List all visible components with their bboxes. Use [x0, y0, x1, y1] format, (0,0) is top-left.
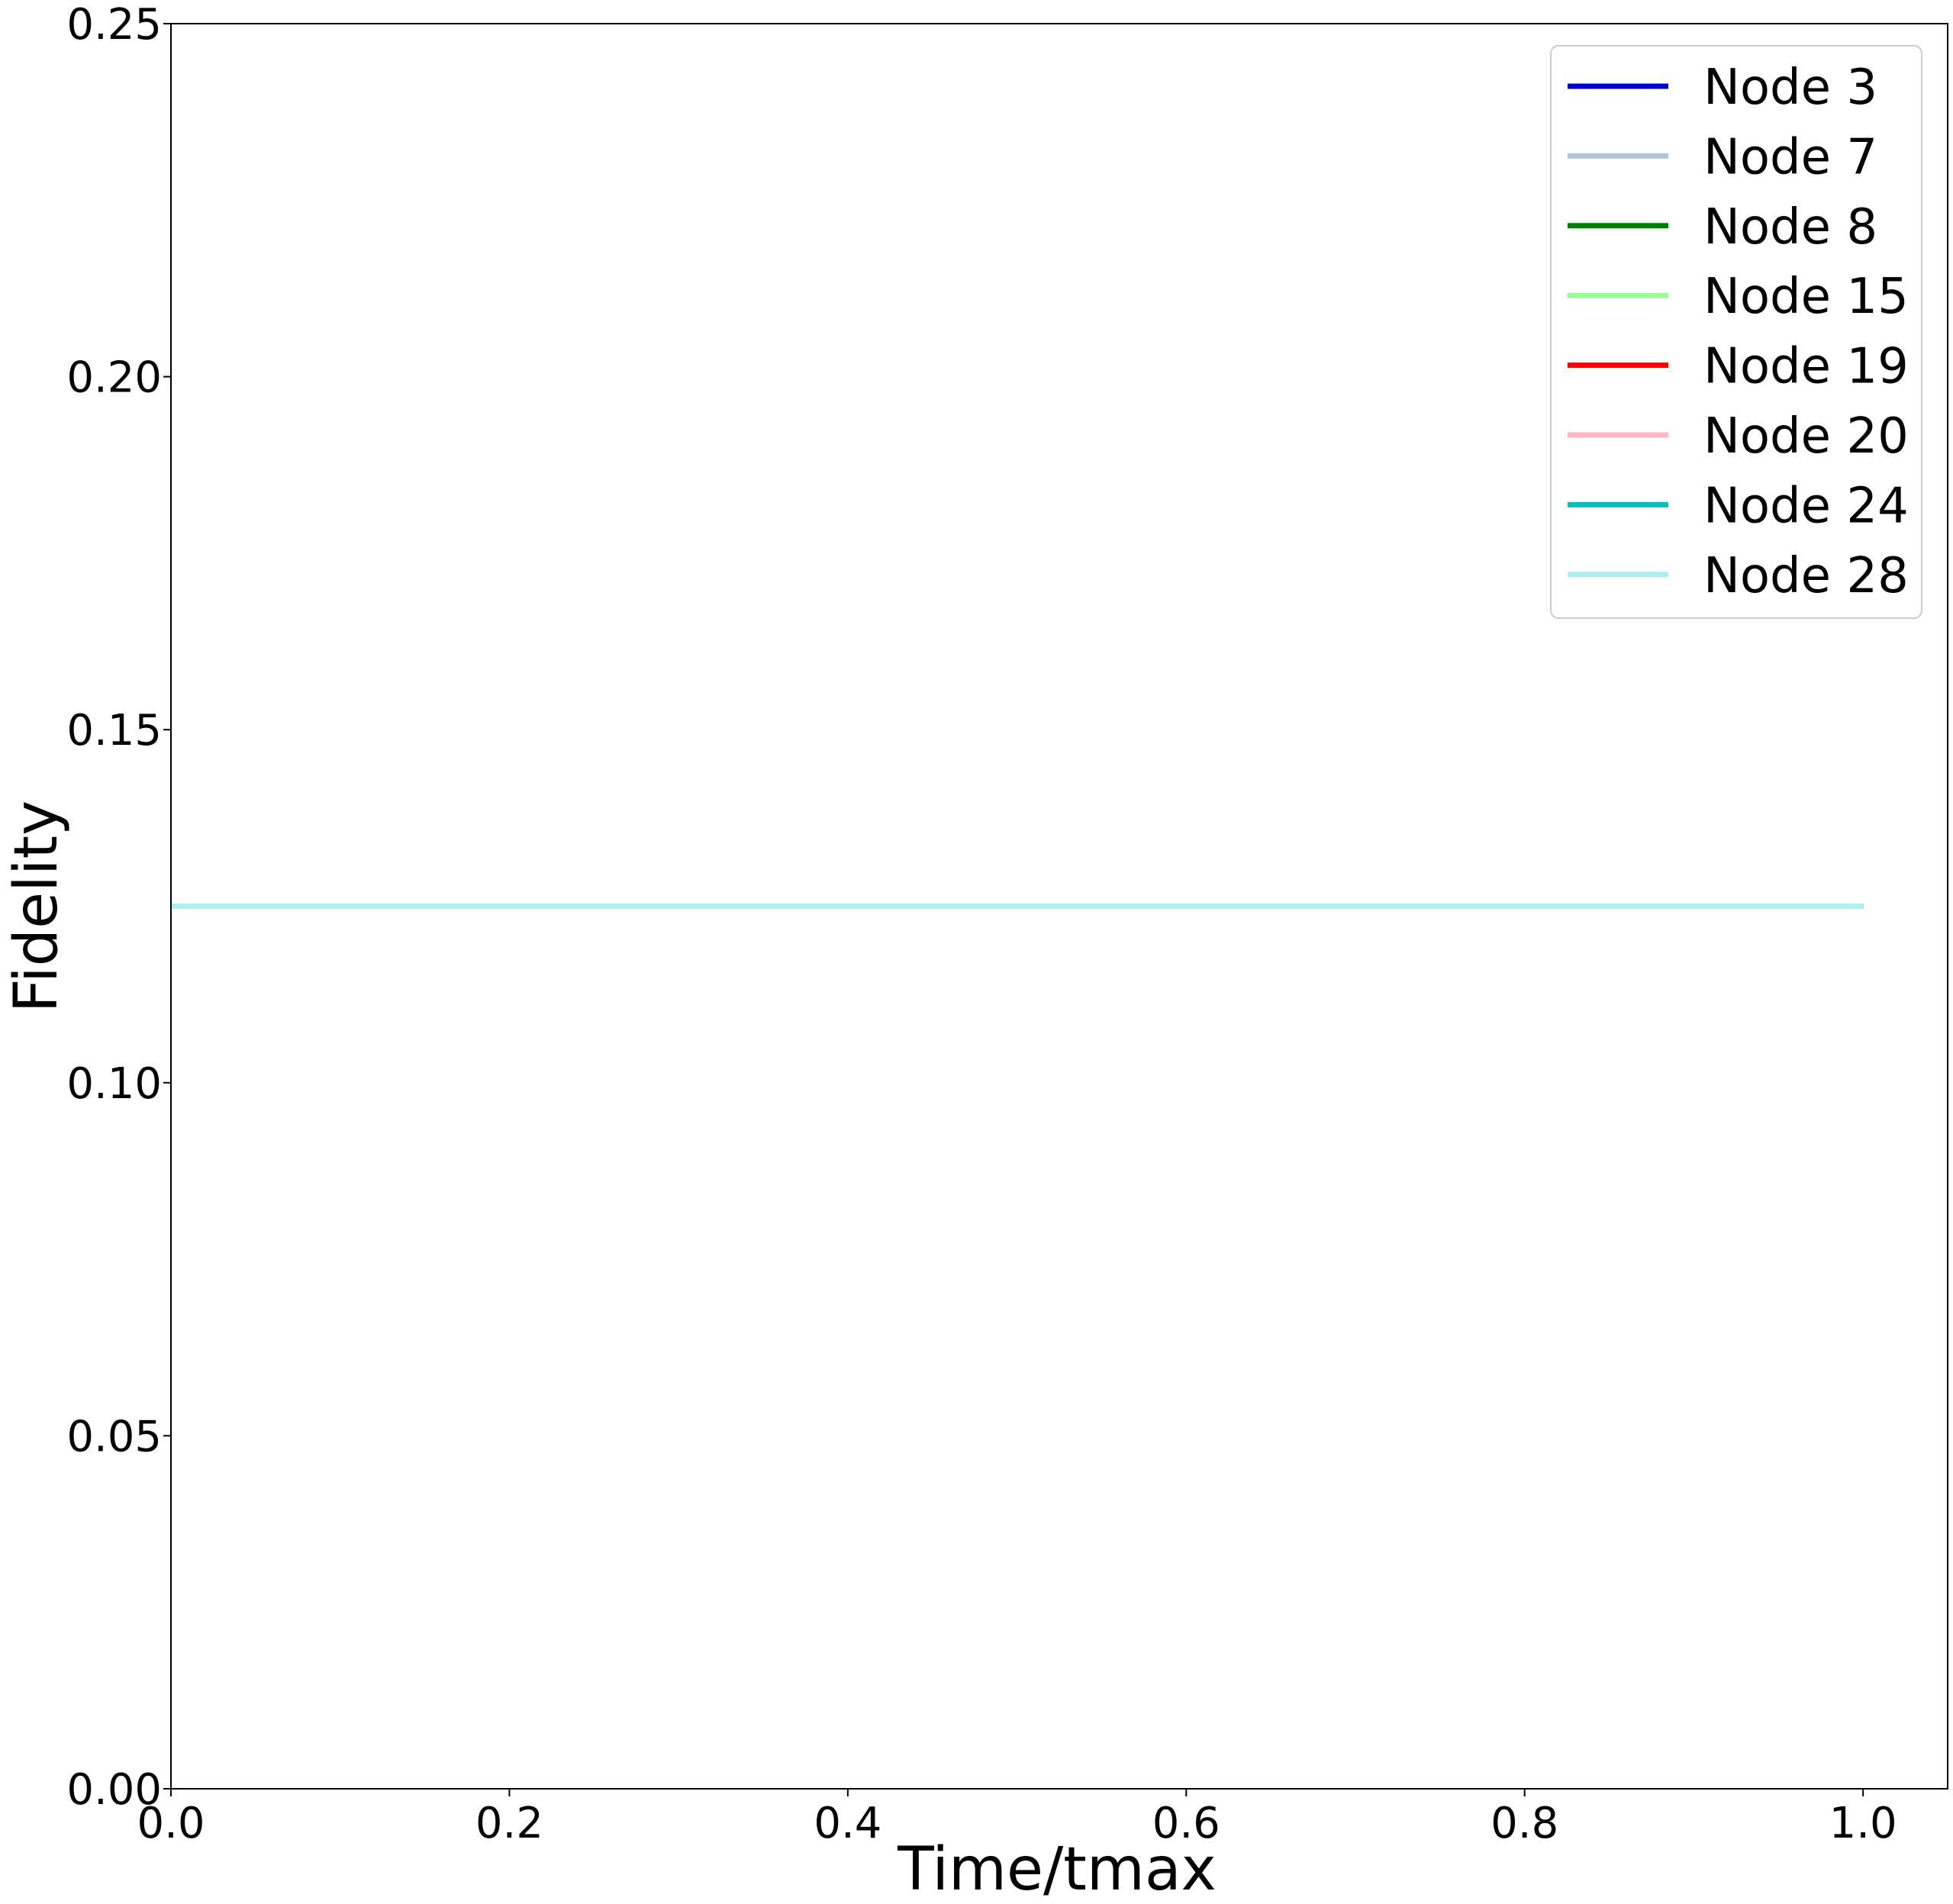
x-tick-label: 0.2 [475, 1799, 543, 1848]
legend-frame [1550, 45, 1922, 619]
x-tick-label: 0.4 [814, 1799, 881, 1848]
y-tick-label: 0.10 [66, 1059, 162, 1109]
legend: Node 3 Node 7 Node 8 Node 15 Node 19 Node 20 N… [1550, 45, 1922, 619]
x-tick-label: 0.8 [1491, 1799, 1558, 1848]
x-axis-ticks: 0.0 0.2 0.4 0.6 0.8 1.0 [137, 1789, 1897, 1848]
legend-label: Node 28 [1703, 548, 1909, 604]
y-tick-label: 0.15 [66, 706, 162, 755]
legend-label: Node 7 [1703, 129, 1877, 185]
plot-frame [170, 23, 1948, 1790]
legend-label: Node 15 [1703, 269, 1909, 325]
y-tick-label: 0.00 [66, 1765, 162, 1815]
y-axis-ticks: 0.00 0.05 0.10 0.15 0.20 0.25 [66, 0, 171, 1815]
x-tick-label: 0.6 [1152, 1799, 1220, 1848]
y-tick-label: 0.05 [66, 1412, 162, 1461]
y-tick-label: 0.20 [66, 353, 162, 403]
legend-label: Node 19 [1703, 339, 1909, 395]
y-axis-label: Fidelity [2, 801, 71, 1013]
legend-label: Node 8 [1703, 199, 1877, 256]
legend-label: Node 24 [1703, 478, 1909, 534]
x-tick-label: 0.0 [137, 1799, 205, 1848]
x-tick-label: 1.0 [1829, 1799, 1897, 1848]
legend-label: Node 3 [1703, 60, 1877, 116]
y-tick-label: 0.25 [66, 0, 162, 50]
legend-items: Node 3 Node 7 Node 8 Node 15 Node 19 Node 20 N… [1568, 60, 1909, 604]
legend-label: Node 20 [1703, 408, 1909, 465]
x-axis-label: Time/tmax [897, 1835, 1217, 1904]
